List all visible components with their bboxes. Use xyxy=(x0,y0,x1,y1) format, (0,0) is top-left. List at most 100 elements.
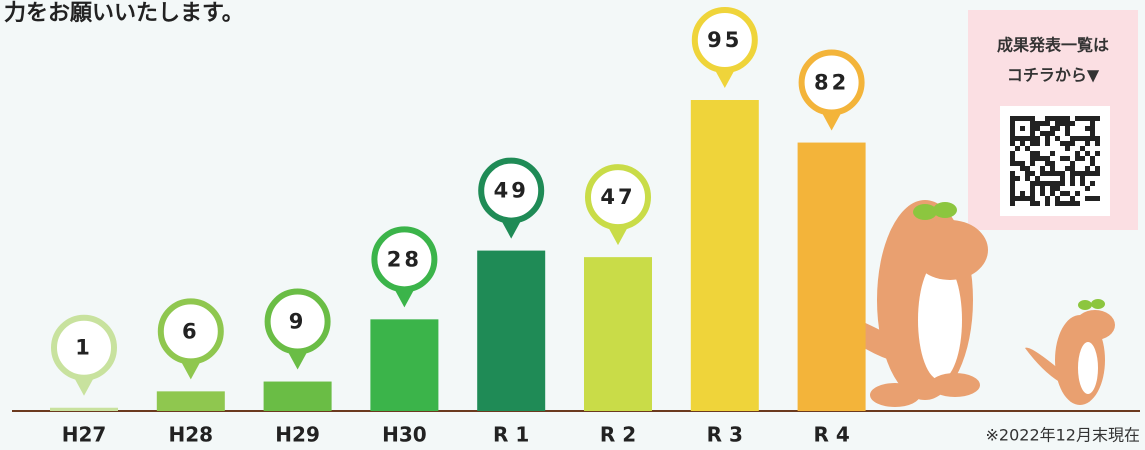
qr-module xyxy=(1030,201,1035,206)
qr-module xyxy=(1095,166,1100,171)
qr-module xyxy=(1080,136,1085,141)
value-label: 82 xyxy=(814,71,849,95)
qr-module xyxy=(1010,136,1015,141)
qr-module xyxy=(1090,171,1095,176)
qr-module xyxy=(1055,136,1060,141)
bar xyxy=(264,382,332,411)
qr-module xyxy=(1075,171,1080,176)
qr-module xyxy=(1010,201,1015,206)
qr-module xyxy=(1050,131,1055,136)
qr-module xyxy=(1010,151,1015,156)
qr-module xyxy=(1020,196,1025,201)
qr-module xyxy=(1055,171,1060,176)
qr-module xyxy=(1040,156,1045,161)
qr-module xyxy=(1010,121,1015,126)
qr-module xyxy=(1080,116,1085,121)
qr-module xyxy=(1070,136,1075,141)
qr-module xyxy=(1090,121,1095,126)
qr-module xyxy=(1055,181,1060,186)
qr-module xyxy=(1070,171,1075,176)
qr-module xyxy=(1025,146,1030,151)
qr-module xyxy=(1055,201,1060,206)
qr-module xyxy=(1010,126,1015,131)
chart: 力をお願いいたします。 成果発表一覧は コチラから▼ ※2022年12月末現在 … xyxy=(0,0,1145,450)
qr-module xyxy=(1090,136,1095,141)
bar xyxy=(370,319,438,411)
qr-module xyxy=(1050,181,1055,186)
qr-module xyxy=(1065,146,1070,151)
qr-module xyxy=(1055,186,1060,191)
qr-module xyxy=(1030,131,1035,136)
qr-module xyxy=(1085,141,1090,146)
qr-module xyxy=(1090,196,1095,201)
x-tick-label: H30 xyxy=(382,423,427,447)
qr-module xyxy=(1035,176,1040,181)
qr-module xyxy=(1010,171,1015,176)
qr-module xyxy=(1030,141,1035,146)
qr-module xyxy=(1020,116,1025,121)
qr-module xyxy=(1030,151,1035,156)
qr-module xyxy=(1055,196,1060,201)
qr-module xyxy=(1065,191,1070,196)
qr-module xyxy=(1085,116,1090,121)
qr-module xyxy=(1010,196,1015,201)
qr-module xyxy=(1010,181,1015,186)
qr-module xyxy=(1035,201,1040,206)
qr-module xyxy=(1070,166,1075,171)
qr-module xyxy=(1030,136,1035,141)
x-tick-label: H28 xyxy=(169,423,214,447)
qr-module xyxy=(1030,171,1035,176)
qr-module xyxy=(1015,146,1020,151)
qr-module xyxy=(1040,121,1045,126)
x-tick-label: R 1 xyxy=(493,423,529,447)
qr-module xyxy=(1065,141,1070,146)
bar xyxy=(157,391,225,411)
qr-module xyxy=(1060,141,1065,146)
value-label: 47 xyxy=(600,185,635,209)
qr-module xyxy=(1075,191,1080,196)
qr-module xyxy=(1035,151,1040,156)
qr-module xyxy=(1010,186,1015,191)
qr-module xyxy=(1060,201,1065,206)
x-tick-label: R 3 xyxy=(707,423,743,447)
bar xyxy=(477,251,545,411)
qr-module xyxy=(1080,171,1085,176)
qr-module xyxy=(1070,161,1075,166)
qr-module xyxy=(1020,161,1025,166)
qr-module xyxy=(1055,121,1060,126)
qr-module xyxy=(1045,116,1050,121)
qr-module xyxy=(1020,191,1025,196)
x-tick-label: H29 xyxy=(275,423,320,447)
qr-module xyxy=(1045,196,1050,201)
qr-module xyxy=(1080,176,1085,181)
qr-module xyxy=(1025,166,1030,171)
qr-module xyxy=(1045,161,1050,166)
qr-module xyxy=(1070,181,1075,186)
value-label: 28 xyxy=(387,247,422,271)
qr-module xyxy=(1035,136,1040,141)
qr-module xyxy=(1070,141,1075,146)
qr-module xyxy=(1010,141,1015,146)
qr-module xyxy=(1030,121,1035,126)
qr-module xyxy=(1045,131,1050,136)
qr-module xyxy=(1030,161,1035,166)
qr-module xyxy=(1050,191,1055,196)
qr-module xyxy=(1095,141,1100,146)
qr-module xyxy=(1010,116,1015,121)
qr-module xyxy=(1090,126,1095,131)
bar xyxy=(691,100,759,411)
value-label: 1 xyxy=(75,336,93,360)
qr-module xyxy=(1030,181,1035,186)
qr-module xyxy=(1055,116,1060,121)
bar xyxy=(50,408,118,411)
qr-module xyxy=(1010,156,1015,161)
qr-module xyxy=(1060,181,1065,186)
value-label: 49 xyxy=(494,179,529,203)
qr-module xyxy=(1050,186,1055,191)
qr-module xyxy=(1065,116,1070,121)
qr-module xyxy=(1050,171,1055,176)
qr-module xyxy=(1040,181,1045,186)
qr-module xyxy=(1085,166,1090,171)
qr-module xyxy=(1035,141,1040,146)
value-label: 6 xyxy=(182,319,200,343)
